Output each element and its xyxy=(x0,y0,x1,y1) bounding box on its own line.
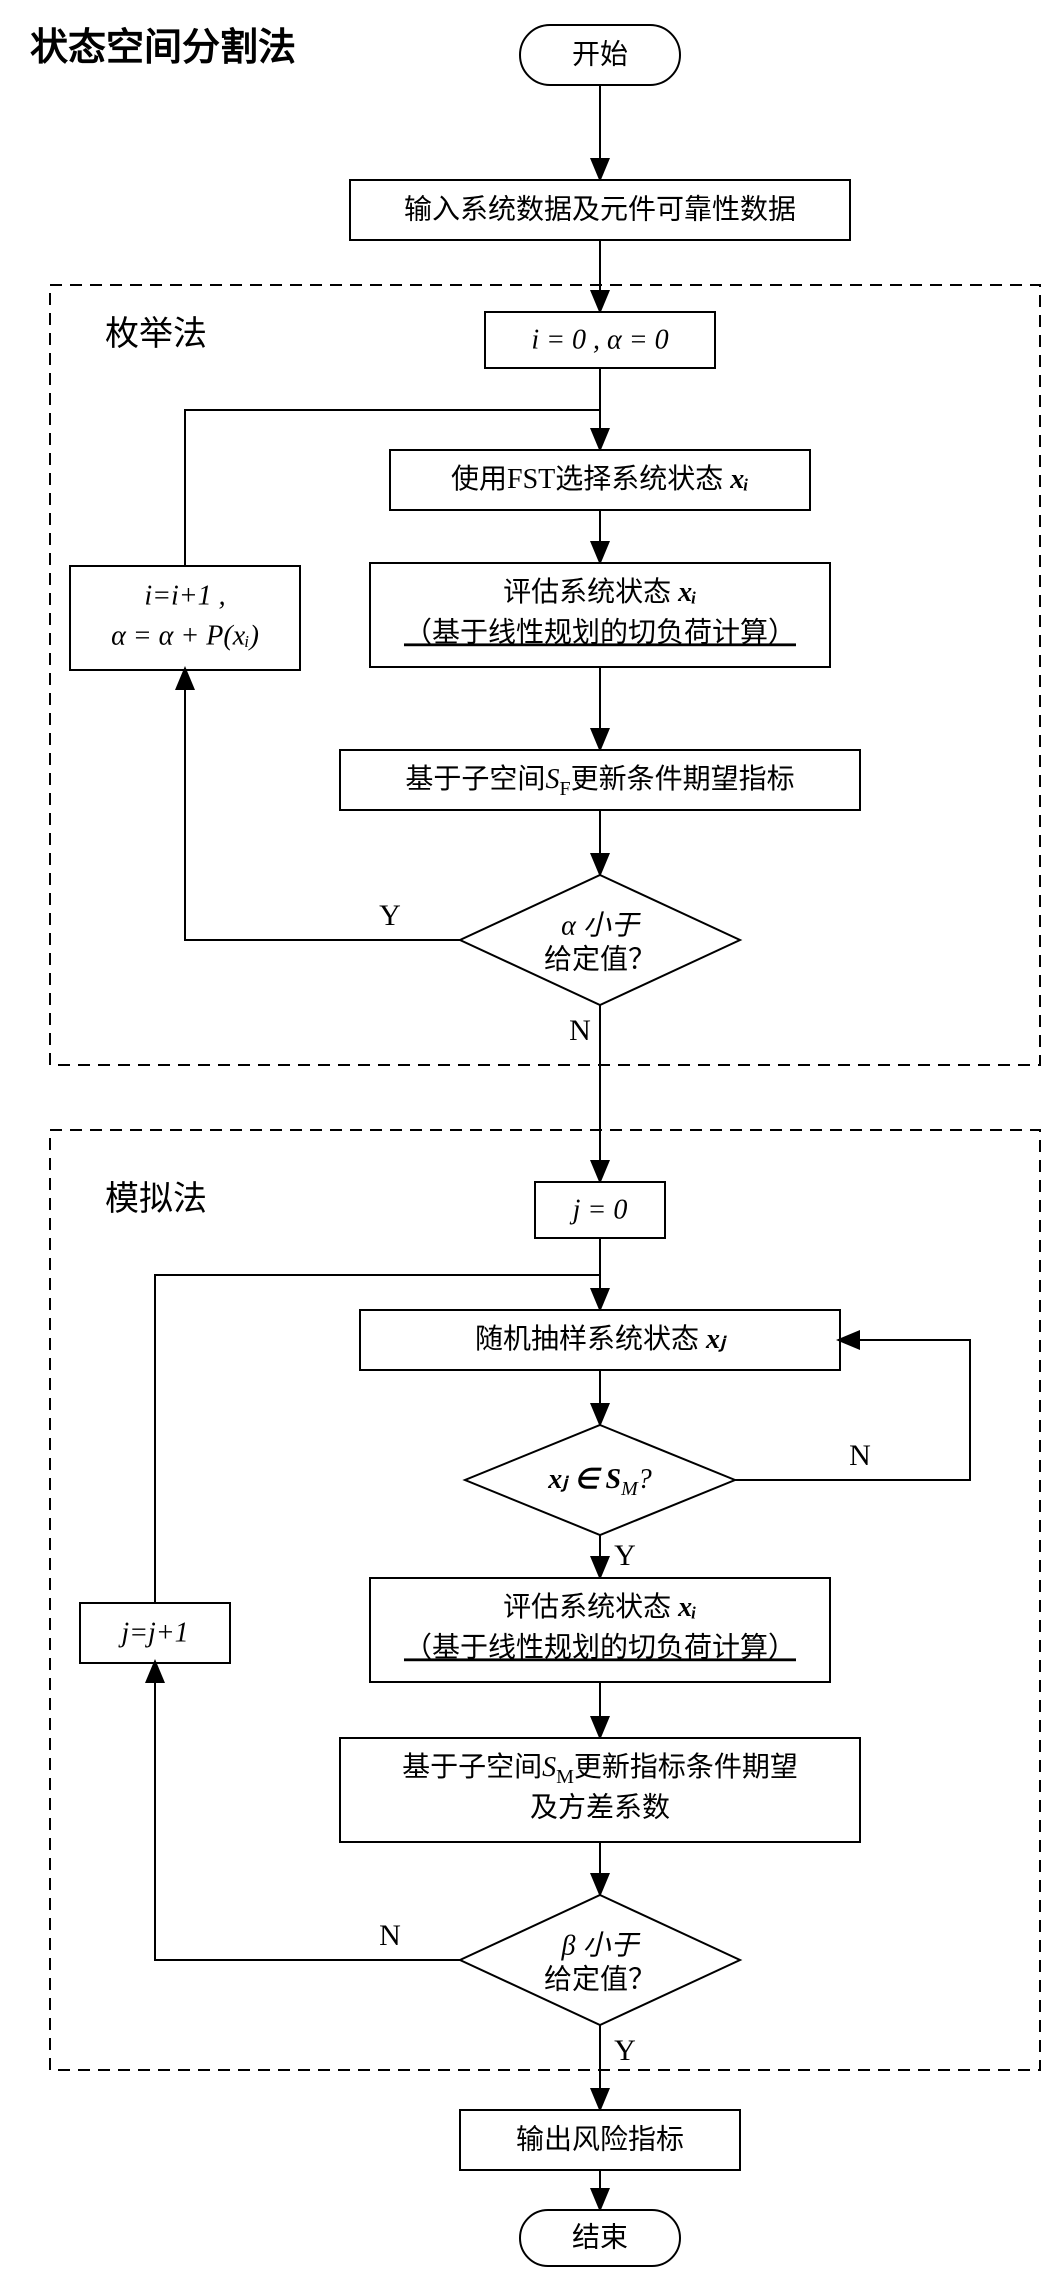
diagram-title: 状态空间分割法 xyxy=(30,27,296,69)
dec1-line2: 给定值？ xyxy=(544,943,656,975)
enum-section-label: 枚举法 xyxy=(105,315,207,353)
update2-line2: 及方差系数 xyxy=(530,1791,670,1823)
update2-line1: 基于子空间SM更新指标条件期望 xyxy=(402,1751,798,1787)
dec1-line1: α 小于 xyxy=(561,910,641,941)
dec3-line1: β 小于 xyxy=(561,1930,641,1961)
sample-label: 随机抽样系统状态 xⱼ xyxy=(475,1323,727,1355)
end-label: 结束 xyxy=(572,2221,628,2253)
update1-label: 基于子空间SF更新条件期望指标 xyxy=(405,763,794,799)
inc1-line2: α = α + P(xᵢ) xyxy=(111,620,259,651)
flowchart-canvas: 状态空间分割法 开始 输入系统数据及元件可靠性数据 枚举法 i = 0 , α … xyxy=(10,10,1060,2270)
dec3-n-label: N xyxy=(379,1919,401,1952)
inc1-line1: i=i+1 , xyxy=(144,580,225,611)
eval2-line2: （基于线性规划的切负荷计算） xyxy=(404,1631,796,1663)
dec1-n-label: N xyxy=(569,1014,591,1047)
inc2-label: j=j+1 xyxy=(118,1617,188,1648)
fst-label: 使用FST选择系统状态 xᵢ xyxy=(451,463,749,495)
init2-label: j = 0 xyxy=(570,1194,628,1225)
dec3-y-label: Y xyxy=(614,2034,636,2067)
dec1-y-label: Y xyxy=(379,899,401,932)
eval1-line1: 评估系统状态 xᵢ xyxy=(503,576,697,608)
sim-section-label: 模拟法 xyxy=(105,1180,207,1218)
dec2-n-label: N xyxy=(849,1439,871,1472)
eval1-line2: （基于线性规划的切负荷计算） xyxy=(404,616,796,648)
start-label: 开始 xyxy=(572,38,628,70)
dec3-line2: 给定值？ xyxy=(544,1963,656,1995)
input-label: 输入系统数据及元件可靠性数据 xyxy=(404,193,796,225)
output-label: 输出风险指标 xyxy=(516,2123,684,2155)
dec2-y-label: Y xyxy=(614,1539,636,1572)
init1-label: i = 0 , α = 0 xyxy=(531,324,668,355)
eval2-line1: 评估系统状态 xᵢ xyxy=(503,1591,697,1623)
